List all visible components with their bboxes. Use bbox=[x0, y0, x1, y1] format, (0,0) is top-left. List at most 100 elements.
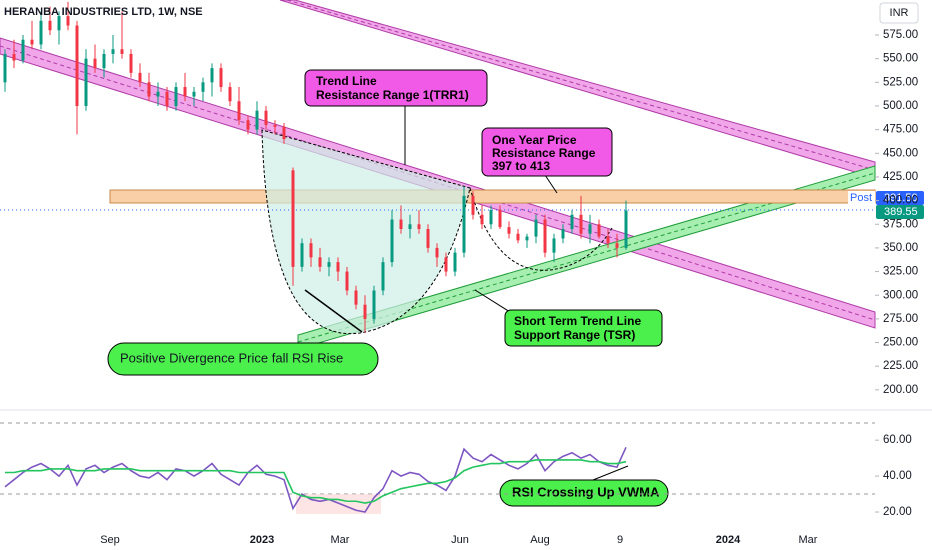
callout-box bbox=[504, 309, 663, 347]
callout-text: Support Range (TSR) bbox=[514, 328, 635, 342]
candle-body bbox=[246, 120, 250, 130]
candle-body bbox=[561, 228, 565, 239]
y-tick-label: 475.00 bbox=[883, 124, 918, 136]
y-tick-label: 325.00 bbox=[883, 266, 918, 278]
candle-body bbox=[516, 233, 520, 241]
currency-box bbox=[879, 2, 919, 24]
candle-body bbox=[552, 238, 556, 253]
candle-body bbox=[579, 214, 583, 234]
candle-body bbox=[273, 124, 277, 127]
post-tag bbox=[848, 191, 875, 205]
y-tick-label: 200.00 bbox=[883, 384, 918, 396]
callout-box bbox=[499, 479, 669, 507]
pointer bbox=[587, 465, 629, 483]
candle-body bbox=[597, 224, 601, 237]
time-label: Mar bbox=[799, 534, 818, 546]
candle-body bbox=[147, 82, 151, 97]
time-label: 2024 bbox=[716, 534, 741, 546]
candle-body bbox=[354, 290, 358, 305]
callout-text: Trend Line bbox=[316, 74, 377, 88]
rsi-line bbox=[4, 447, 627, 513]
candle-body bbox=[66, 16, 70, 26]
y-tick-label: 525.00 bbox=[883, 76, 918, 88]
candle-body bbox=[48, 20, 52, 31]
pointer bbox=[304, 289, 363, 333]
callout-text: Resistance Range 1(TRR1) bbox=[316, 88, 469, 102]
y-tick-label: 450.00 bbox=[883, 147, 918, 159]
candle-body bbox=[336, 262, 340, 272]
candle-body bbox=[327, 262, 331, 267]
candle-body bbox=[498, 210, 502, 228]
candle-body bbox=[93, 58, 97, 69]
candle-body bbox=[174, 87, 178, 106]
candle-body bbox=[138, 72, 142, 83]
resistance-box bbox=[109, 189, 876, 204]
candle-body bbox=[12, 53, 16, 61]
time-label: Sep bbox=[100, 534, 120, 546]
post-price: 391.50 bbox=[884, 192, 918, 204]
candle-body bbox=[507, 227, 511, 234]
time-label: 9 bbox=[617, 534, 623, 546]
candle-body bbox=[57, 16, 61, 31]
candle-body bbox=[228, 87, 232, 102]
candle-body bbox=[435, 247, 439, 258]
candle-body bbox=[471, 195, 475, 215]
candle-body bbox=[264, 110, 268, 125]
candle-body bbox=[300, 243, 304, 267]
y-tick-label: 425.00 bbox=[883, 171, 918, 183]
candle-body bbox=[309, 243, 313, 258]
time-label: Jun bbox=[451, 534, 469, 546]
candle-body bbox=[453, 252, 457, 272]
candle-body bbox=[480, 214, 484, 225]
candle-body bbox=[282, 126, 286, 140]
rsi-line bbox=[5, 459, 627, 504]
candle-body bbox=[363, 304, 367, 319]
candle-body bbox=[30, 39, 34, 45]
time-label: Aug bbox=[530, 534, 550, 546]
candle-body bbox=[417, 224, 421, 229]
candle-body bbox=[291, 170, 295, 267]
y-tick-label: 575.00 bbox=[883, 29, 918, 41]
candle-body bbox=[372, 290, 376, 319]
candle-body bbox=[345, 271, 349, 291]
y-tick-label: 40.00 bbox=[883, 470, 912, 482]
candle-body bbox=[390, 219, 394, 263]
last-price-box bbox=[876, 205, 924, 219]
candle-body bbox=[318, 257, 322, 267]
y-tick-label: 225.00 bbox=[883, 360, 918, 372]
callout-text: RSI Crossing Up VWMA bbox=[512, 484, 660, 499]
post-price-box bbox=[876, 191, 924, 205]
candle-body bbox=[444, 257, 448, 272]
post-tag-label: Post bbox=[850, 192, 872, 204]
callout-box bbox=[304, 69, 488, 107]
candle-body bbox=[129, 53, 133, 73]
candle-body bbox=[426, 228, 430, 248]
candle-body bbox=[570, 214, 574, 229]
candle-body bbox=[606, 236, 610, 244]
candle-body bbox=[75, 25, 79, 106]
y-tick-label: 500.00 bbox=[883, 100, 918, 112]
callout-box bbox=[107, 342, 379, 376]
candle-body bbox=[102, 53, 106, 69]
y-tick-label: 300.00 bbox=[883, 289, 918, 301]
callout-text: Positive Divergence Price fall RSI Rise bbox=[120, 350, 343, 365]
candle-body bbox=[624, 210, 628, 248]
callout-text: Short Term Trend Line bbox=[514, 314, 641, 328]
candle-body bbox=[525, 236, 529, 241]
candle-body bbox=[615, 243, 619, 248]
time-axis: Sep 2023 Mar Jun Aug 9 2024 Mar bbox=[100, 534, 818, 546]
candle-body bbox=[183, 87, 187, 97]
callout-text: Resistance Range bbox=[492, 146, 596, 160]
y-tick-label: 400.00 bbox=[883, 195, 918, 207]
drawings bbox=[0, 0, 876, 350]
callout-text: 397 to 413 bbox=[492, 159, 550, 173]
candle-body bbox=[543, 219, 547, 253]
candle-body bbox=[588, 224, 592, 234]
currency: INR bbox=[890, 7, 909, 19]
pointer bbox=[544, 174, 558, 194]
chart-title: HERANBA INDUSTRIES LTD, 1W, NSE bbox=[4, 6, 203, 18]
y-tick-label: 375.00 bbox=[883, 218, 918, 230]
candle-body bbox=[84, 58, 88, 106]
y-tick-label: 550.00 bbox=[883, 53, 918, 65]
last-price: 389.55 bbox=[884, 206, 918, 218]
